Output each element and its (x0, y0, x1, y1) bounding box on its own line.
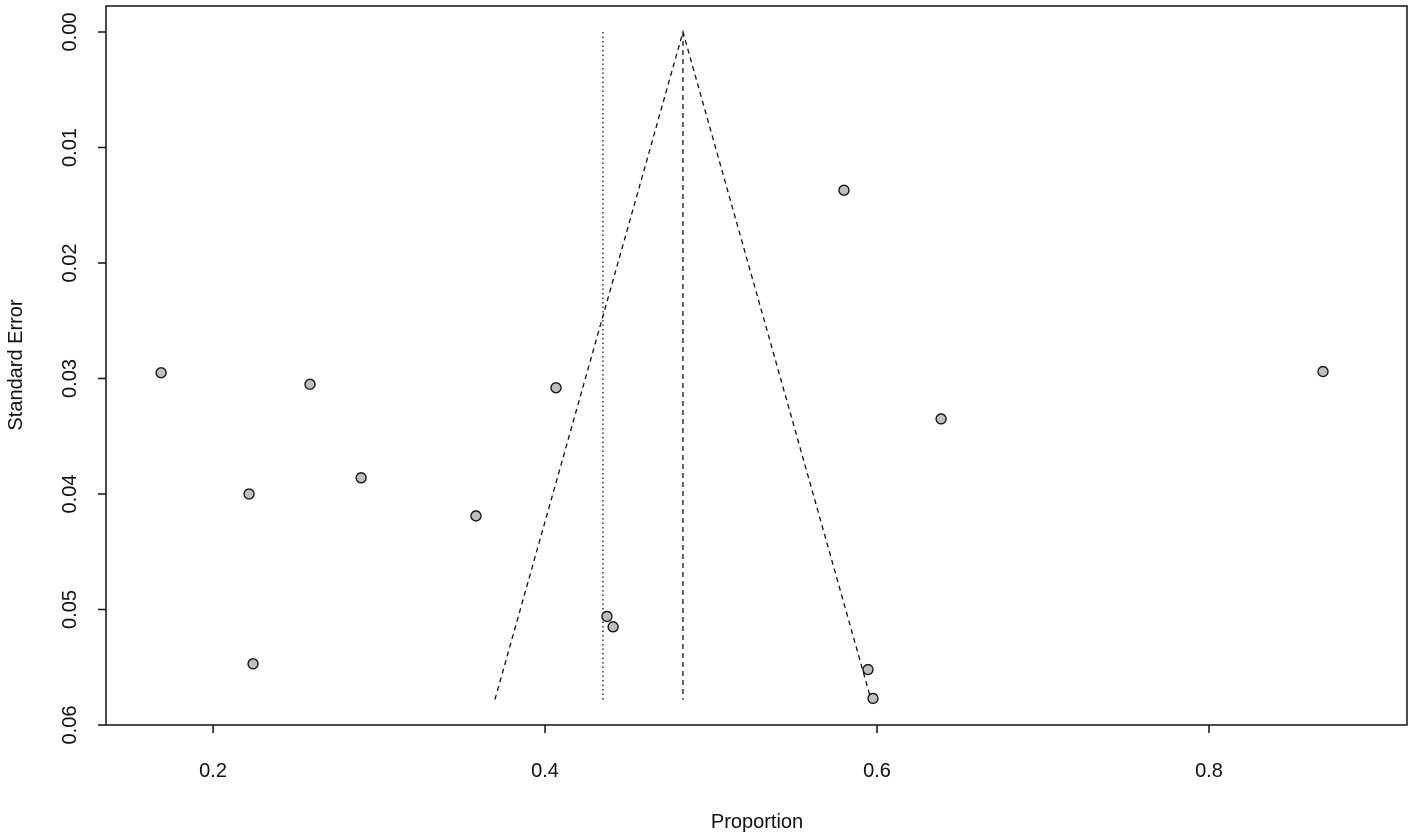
x-axis-label: Proportion (711, 811, 803, 833)
data-point (355, 472, 367, 484)
data-point (601, 610, 613, 623)
y-tick-label: 0.04 (59, 475, 81, 514)
data-point (243, 488, 255, 500)
data-point (607, 621, 619, 633)
y-axis-label: Standard Error (5, 299, 27, 431)
x-tick-label: 0.6 (863, 760, 891, 782)
y-tick-label: 0.01 (59, 128, 81, 167)
plot-frame (105, 5, 1408, 726)
data-point (867, 692, 879, 705)
data-point (550, 382, 562, 394)
data-point (838, 184, 850, 196)
data-point (304, 378, 316, 390)
y-tick-label: 0.05 (59, 590, 81, 629)
x-tick-label: 0.4 (531, 760, 559, 782)
y-tick-label: 0.00 (59, 13, 81, 52)
data-point (247, 658, 259, 670)
y-tick-label: 0.06 (59, 706, 81, 745)
data-point (155, 367, 167, 379)
data-point (862, 663, 874, 676)
y-tick-label: 0.03 (59, 359, 81, 398)
data-point (1317, 365, 1329, 378)
data-point (935, 413, 947, 425)
x-tick-label: 0.2 (199, 760, 227, 782)
data-point (470, 510, 482, 522)
x-tick-label: 0.8 (1195, 760, 1223, 782)
y-tick-label: 0.02 (59, 244, 81, 283)
